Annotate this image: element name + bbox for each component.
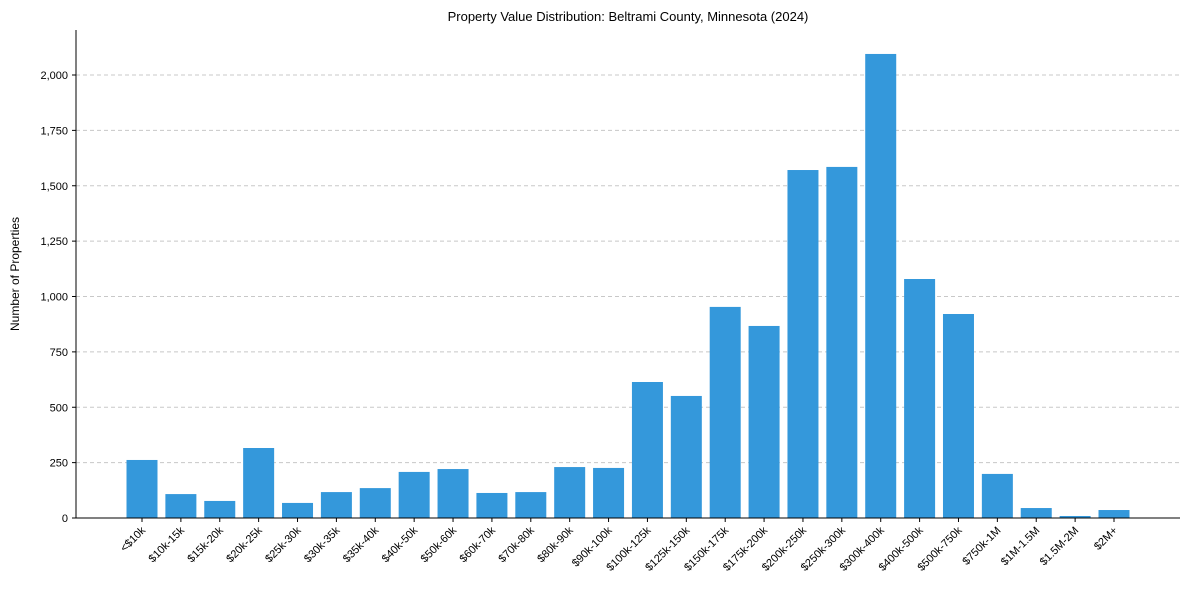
x-tick-label: $30k-35k [302, 524, 343, 565]
x-tick-label: $20k-25k [224, 524, 265, 565]
bar [282, 502, 314, 518]
x-tick-label: $1M-1.5M [999, 525, 1043, 569]
y-tick-label: 250 [50, 458, 68, 470]
x-tick-label: $35k-40k [341, 524, 382, 565]
bar [204, 500, 236, 518]
bar [437, 469, 469, 518]
y-tick-label: 500 [50, 402, 68, 414]
y-tick-label: 2,000 [40, 70, 68, 82]
y-tick-label: 0 [62, 513, 68, 525]
x-tick-label: $70k-80k [496, 524, 537, 565]
bars [126, 53, 1130, 519]
bar [593, 467, 625, 518]
bar [359, 488, 391, 518]
x-tick-label: $80k-90k [535, 524, 576, 565]
bar [709, 306, 741, 518]
bar [243, 448, 275, 518]
bar [865, 53, 897, 519]
x-tick-label: $750k-1M [960, 525, 1003, 568]
y-tick-label: 1,750 [40, 125, 68, 137]
bar [476, 492, 508, 518]
bar [787, 170, 819, 518]
bar [1020, 508, 1052, 518]
x-tick-label: $25k-30k [263, 524, 304, 565]
gridlines [76, 74, 1180, 464]
x-tick-label: $2M+ [1092, 525, 1120, 553]
bar [670, 395, 702, 518]
bar [320, 492, 352, 518]
x-tick-label: $40k-50k [380, 524, 421, 565]
bar [748, 325, 780, 518]
x-axis-ticks: <$10k$10k-15k$15k-20k$20k-25k$25k-30k$30… [118, 518, 1120, 574]
bar [126, 459, 158, 518]
bar [515, 492, 547, 518]
bar [826, 166, 858, 519]
x-tick-label: $1.5M-2M [1038, 525, 1082, 569]
y-tick-label: 1,000 [40, 292, 68, 304]
chart-title: Property Value Distribution: Beltrami Co… [448, 9, 809, 24]
x-tick-label: <$10k [118, 524, 148, 554]
bar [631, 381, 663, 518]
bar [1059, 516, 1091, 518]
x-tick-label: $15k-20k [185, 524, 226, 565]
bar [165, 494, 197, 518]
bar [904, 279, 936, 518]
y-tick-label: 1,250 [40, 236, 68, 248]
x-tick-label: $60k-70k [458, 524, 499, 565]
bar [981, 473, 1013, 518]
y-tick-label: 750 [50, 347, 68, 359]
bar [942, 313, 974, 518]
y-tick-label: 1,500 [40, 181, 68, 193]
bar [1098, 510, 1130, 518]
x-tick-label: $10k-15k [147, 524, 188, 565]
bar [398, 471, 430, 518]
x-tick-label: $50k-60k [419, 524, 460, 565]
y-axis-ticks: 0 250 500 750 1,000 1,250 1,500 1,750 2,000 [40, 70, 76, 525]
y-axis-label: Number of Properties [8, 217, 22, 331]
bar [554, 467, 586, 518]
